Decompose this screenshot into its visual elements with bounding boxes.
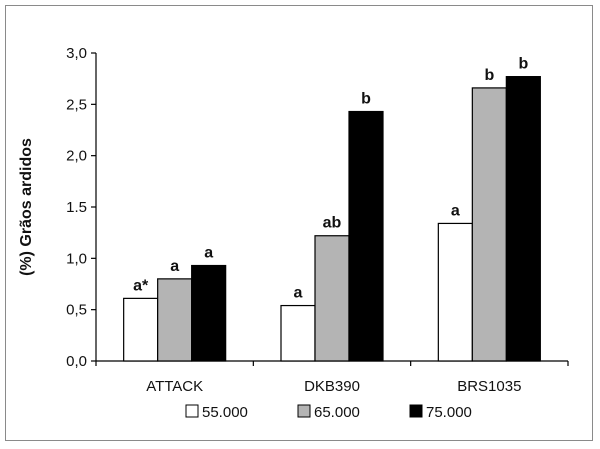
bar	[157, 278, 193, 362]
legend-label: 65.000	[314, 404, 360, 421]
y-tick-label: 0,5	[66, 302, 87, 319]
significance-label: b	[484, 67, 494, 84]
legend-label: 75.000	[426, 404, 472, 421]
y-tick-label: 1.5	[66, 199, 87, 216]
bar	[471, 87, 507, 362]
bar	[505, 76, 541, 362]
x-category-label: ATTACK	[146, 378, 203, 395]
significance-label: ab	[323, 215, 342, 232]
bar	[280, 304, 316, 362]
legend-swatch	[185, 404, 199, 418]
significance-label: a	[294, 285, 303, 302]
x-category-label: BRS1035	[457, 378, 521, 395]
significance-label: b	[361, 91, 371, 108]
significance-label: a	[204, 245, 213, 262]
legend-label: 55.000	[202, 404, 248, 421]
chart-frame	[5, 5, 593, 441]
significance-label: b	[518, 56, 528, 73]
significance-label: a	[451, 202, 460, 219]
y-tick-label: 3,0	[66, 45, 87, 62]
y-tick-label: 2,5	[66, 96, 87, 113]
bar	[437, 222, 473, 362]
y-tick-label: 2,0	[66, 148, 87, 165]
bar	[123, 297, 159, 362]
y-tick-label: 0,0	[66, 353, 87, 370]
significance-label: a*	[133, 277, 149, 294]
bar	[314, 235, 350, 362]
y-tick-label: 1,0	[66, 250, 87, 267]
significance-label: a	[170, 258, 179, 275]
legend-swatch	[297, 404, 311, 418]
bar	[348, 110, 384, 362]
bar	[191, 264, 227, 362]
y-axis-title: (%) Grãos ardidos	[18, 138, 35, 276]
legend-swatch	[409, 404, 423, 418]
x-category-label: DKB390	[304, 378, 360, 395]
